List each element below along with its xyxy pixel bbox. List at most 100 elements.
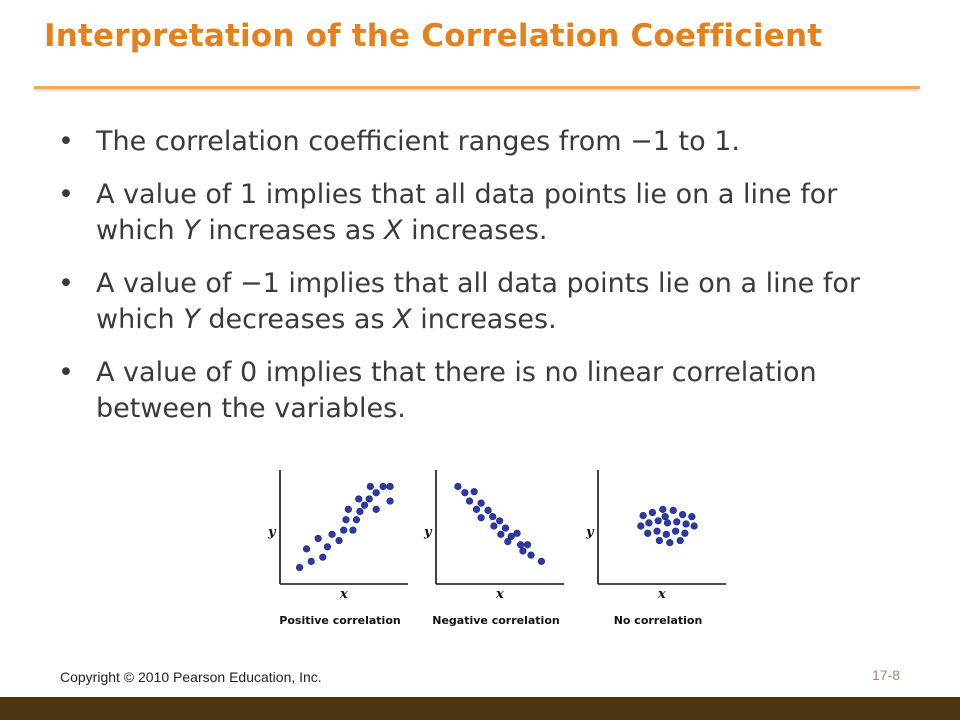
- bullet-text: increases.: [402, 215, 548, 246]
- x-axis-label: x: [495, 587, 504, 602]
- data-point: [335, 536, 343, 545]
- data-point: [678, 510, 687, 519]
- data-point: [644, 529, 652, 537]
- data-point: [648, 508, 657, 517]
- data-point: [356, 507, 364, 516]
- data-point: [654, 517, 662, 525]
- bullet-item: • A value of 0 implies that there is no l…: [58, 355, 918, 427]
- bullet-text: A value of −1 implies that all data poin…: [96, 268, 861, 335]
- bullet-dot: •: [58, 126, 74, 157]
- data-point: [344, 505, 352, 513]
- data-point: [662, 530, 670, 538]
- data-point: [472, 505, 481, 513]
- data-point: [295, 563, 304, 572]
- y-axis-label: y: [267, 525, 277, 540]
- data-point: [355, 495, 363, 503]
- data-point: [372, 505, 380, 513]
- data-point: [366, 482, 374, 491]
- data-point: [537, 557, 546, 565]
- y-axis-label: y: [423, 525, 433, 540]
- data-point: [523, 541, 532, 549]
- data-point: [386, 497, 394, 505]
- data-point: [490, 522, 498, 530]
- data-point: [676, 536, 684, 545]
- scatter-plots: y x Positive correlation y x Negative correla…: [267, 470, 726, 627]
- data-point: [307, 557, 315, 565]
- data-point: [328, 530, 336, 538]
- data-point: [386, 482, 394, 491]
- data-point: [314, 534, 322, 543]
- data-point: [461, 489, 469, 497]
- data-point: [513, 529, 521, 537]
- data-point: [645, 519, 653, 527]
- bullet-dot: •: [58, 179, 74, 210]
- variable-text: Y: [183, 304, 200, 335]
- bullet-text: decreases as: [199, 304, 394, 335]
- data-point: [302, 545, 311, 553]
- scatter-panel: y x Positive correlation: [267, 470, 408, 627]
- footer-bar: [0, 697, 960, 720]
- data-point: [477, 514, 485, 522]
- data-point: [342, 516, 350, 524]
- data-point: [454, 482, 462, 491]
- data-point: [501, 524, 510, 532]
- data-point: [682, 520, 690, 528]
- data-point: [484, 506, 492, 515]
- bullet-item: • A value of 1 implies that all data poin…: [58, 177, 918, 249]
- data-point: [489, 513, 497, 521]
- data-point: [655, 536, 663, 545]
- data-point: [323, 543, 332, 551]
- data-point: [681, 529, 689, 537]
- bullet-dot: •: [58, 268, 74, 299]
- y-axis-label: y: [585, 525, 595, 540]
- data-point: [690, 522, 698, 530]
- data-point: [507, 532, 515, 540]
- bullet-dot: •: [58, 357, 74, 388]
- bullet-text: The correlation coefficient ranges from …: [96, 126, 740, 157]
- data-point: [669, 506, 677, 515]
- copyright-notice: Copyright © 2010 Pearson Education, Inc.: [60, 669, 322, 685]
- x-axis-label: x: [657, 587, 666, 602]
- data-point: [470, 488, 478, 496]
- plot-caption: Positive correlation: [279, 614, 400, 627]
- scatter-panel: y x No correlation: [585, 470, 726, 627]
- plot-caption: Negative correlation: [432, 614, 559, 627]
- scatter-figure: y x Positive correlation y x Negative correla…: [258, 466, 728, 636]
- data-point: [639, 511, 647, 520]
- title-underline: [34, 86, 920, 89]
- data-point: [360, 501, 369, 509]
- variable-text: X: [383, 215, 403, 246]
- bullet-item: • The correlation coefficient ranges from…: [58, 124, 918, 160]
- bullet-text: increases as: [199, 215, 384, 246]
- bullet-text: A value of 1 implies that all data point…: [96, 179, 838, 246]
- data-point: [372, 489, 380, 497]
- data-point: [661, 513, 669, 521]
- data-point: [497, 530, 505, 538]
- bullet-text: increases.: [411, 304, 557, 335]
- data-point: [637, 522, 645, 530]
- data-point: [379, 482, 387, 491]
- bullet-item: • A value of −1 implies that all data poi…: [58, 266, 918, 338]
- variable-text: X: [393, 304, 412, 335]
- data-point: [666, 539, 674, 547]
- scatter-panel: y x Negative correlation: [423, 470, 564, 627]
- slide-title: Interpretation of the Correlation Coeffi…: [44, 18, 823, 54]
- bullet-text: A value of 0 implies that there is no li…: [96, 357, 817, 424]
- data-point: [663, 519, 672, 527]
- data-point: [477, 499, 485, 507]
- data-point: [319, 553, 327, 561]
- data-point: [673, 518, 681, 526]
- data-point: [465, 497, 474, 505]
- bullet-list: • The correlation coefficient ranges from…: [58, 124, 918, 444]
- x-axis-label: x: [339, 587, 348, 602]
- data-point: [349, 526, 357, 534]
- data-point: [659, 505, 667, 513]
- data-point: [516, 541, 525, 549]
- data-point: [688, 513, 696, 521]
- data-point: [496, 517, 504, 525]
- data-point: [352, 516, 361, 524]
- data-point: [672, 527, 680, 535]
- data-point: [653, 527, 661, 535]
- data-point: [504, 537, 512, 546]
- variable-text: Y: [183, 215, 200, 246]
